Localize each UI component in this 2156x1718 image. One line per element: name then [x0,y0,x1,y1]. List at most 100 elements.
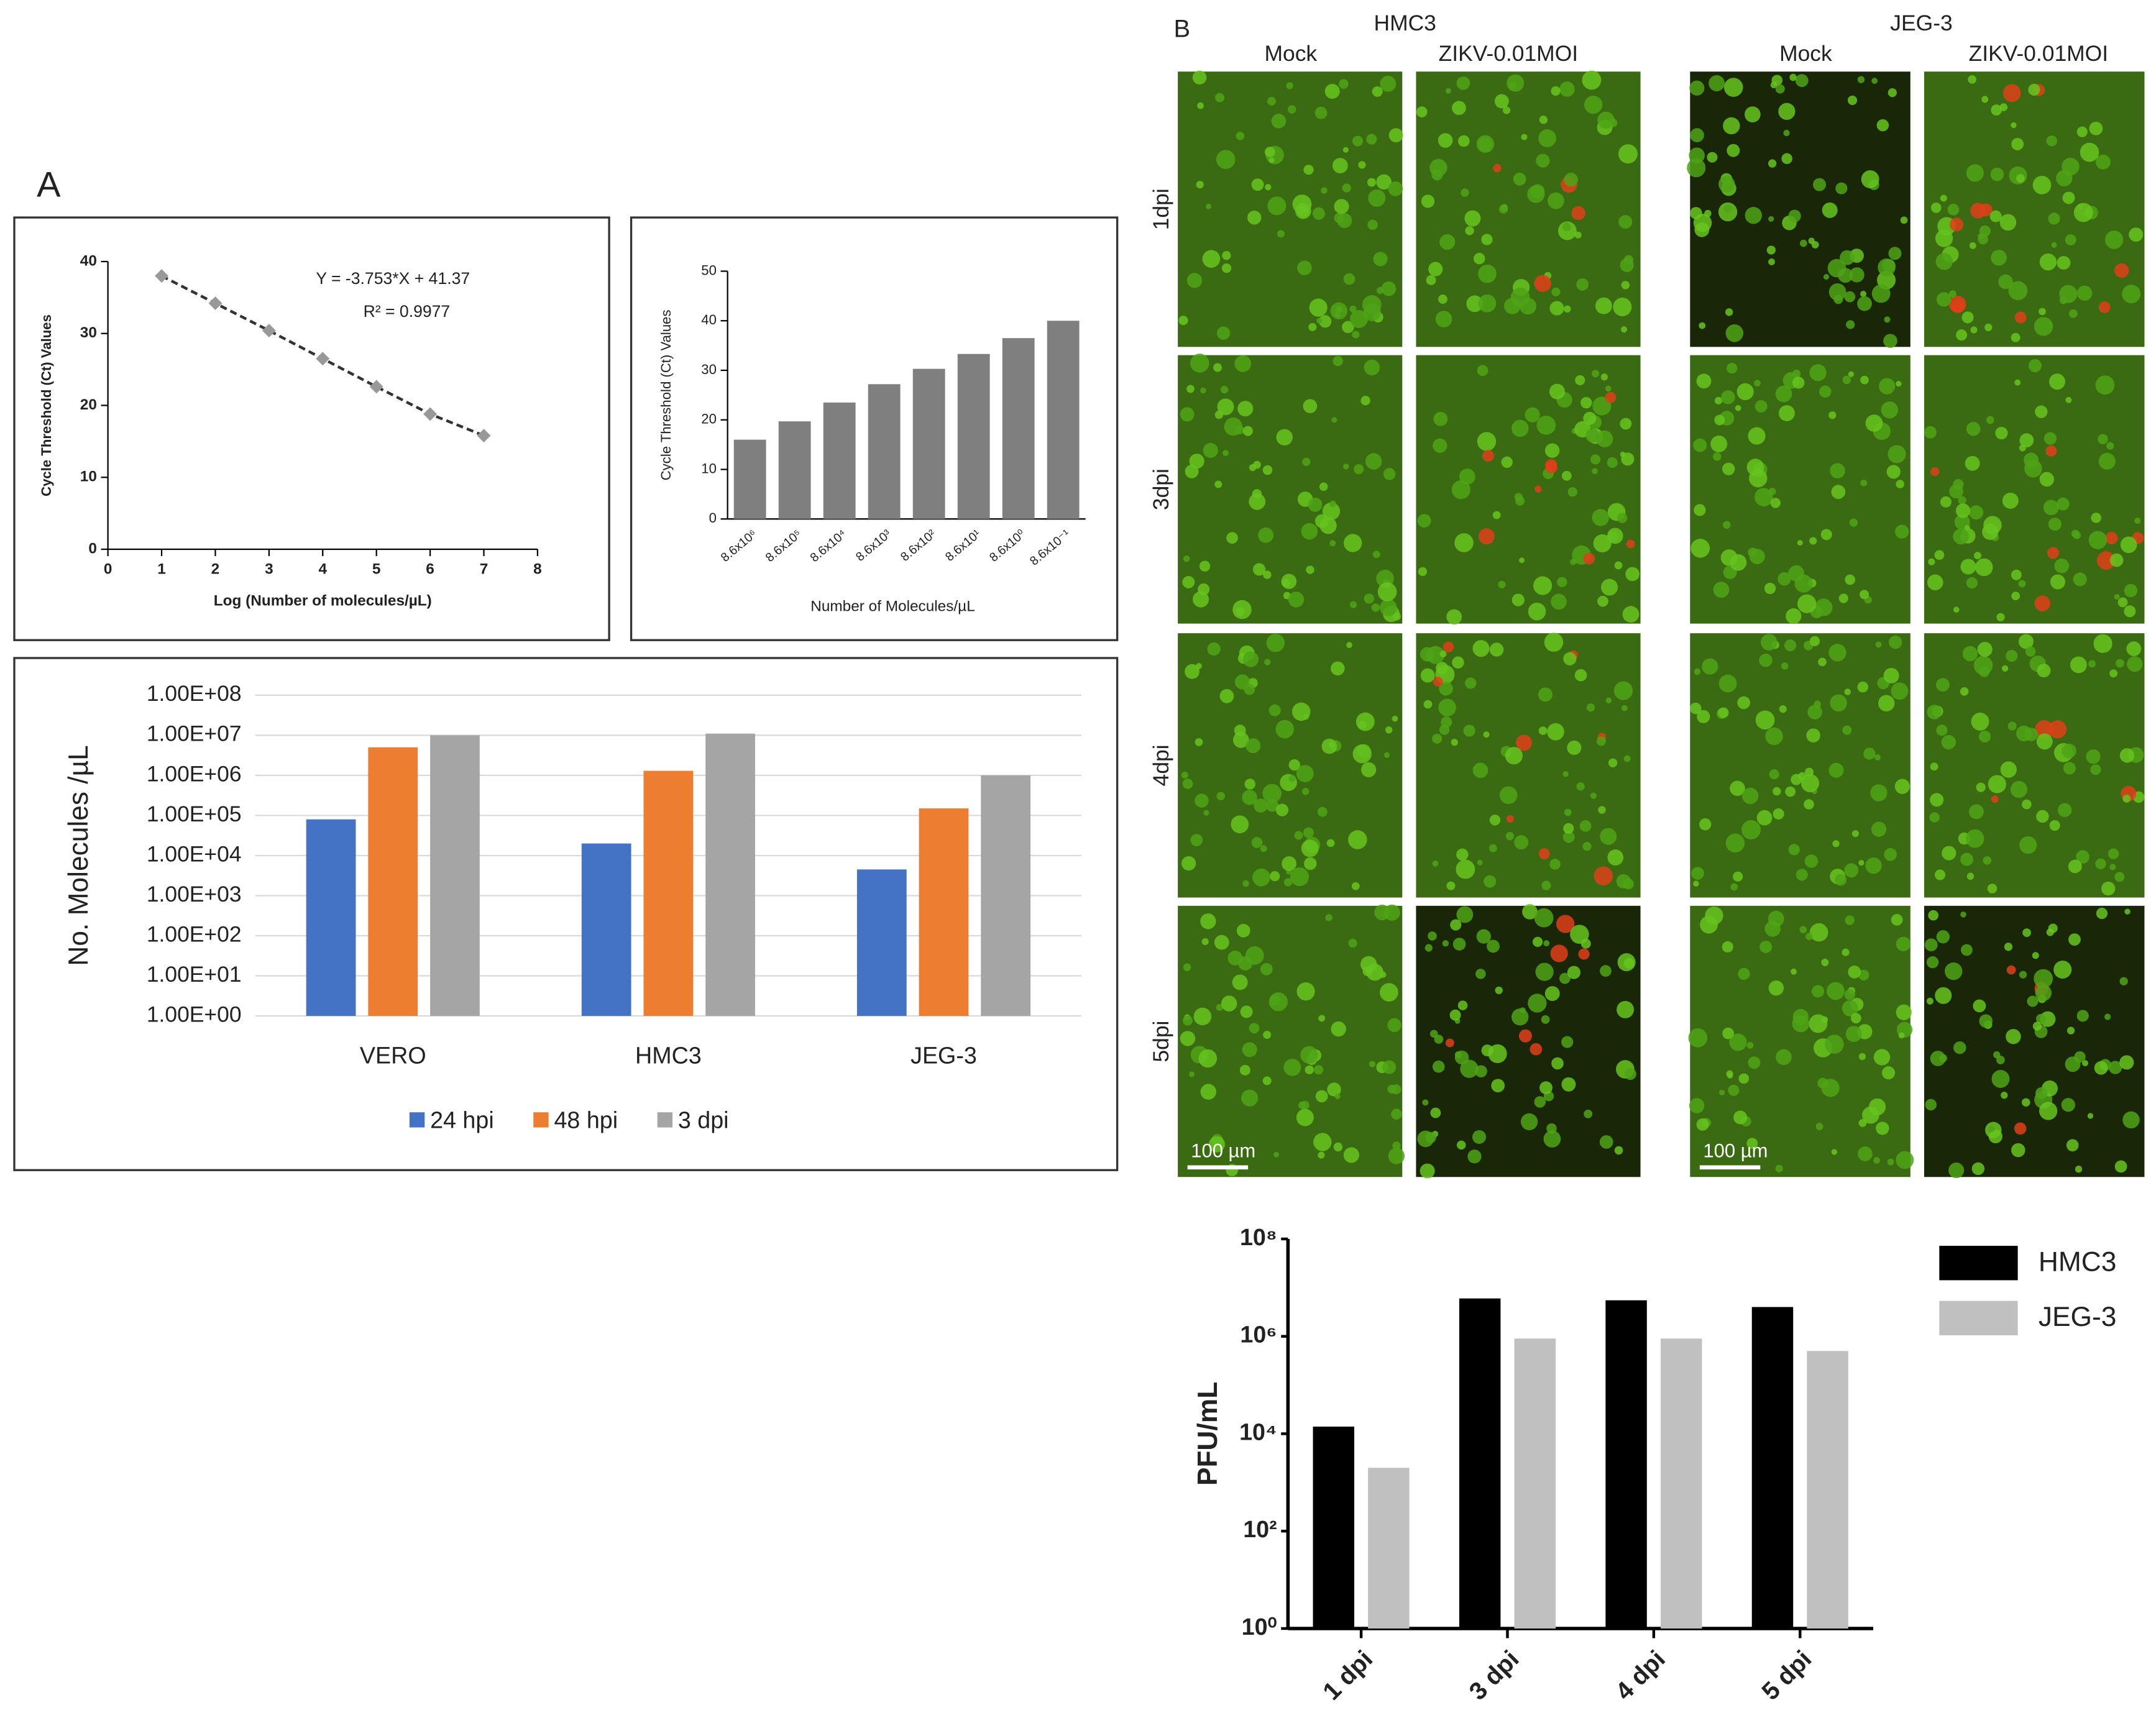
cell [1733,871,1743,882]
cell [1735,404,1741,411]
cell [1213,363,1222,372]
cell [1308,322,1317,331]
cell [1613,681,1633,700]
cell [1728,1084,1740,1096]
cell [1718,176,1735,193]
legend-label: JEG-3 [2039,1302,2117,1332]
cell [2028,359,2042,373]
cell [1939,1054,1947,1062]
cell [1367,219,1378,231]
cell [1983,516,2002,534]
cell [1432,733,1443,744]
legend-label: 48 hpi [554,1107,618,1133]
cell [1241,1089,1259,1107]
cell [1978,234,1989,245]
cell [1443,641,1454,653]
cell [1360,395,1370,406]
cell [1689,80,1705,96]
cell [1206,203,1212,209]
y-tick-label: 0 [709,510,717,526]
bar [1313,1427,1354,1629]
cell [1457,135,1470,147]
cell [1999,214,2017,231]
cell [1979,666,1990,677]
cell [1779,705,1787,713]
chart-frame [13,216,610,641]
point [369,380,383,394]
cell [2075,1166,2083,1173]
cell [1318,1151,1325,1159]
cell [1879,378,1896,395]
cell [1216,1003,1224,1012]
cell [1769,769,1779,780]
cell [1976,782,1986,792]
cell [1556,915,1575,933]
cell [1543,1130,1561,1148]
cell [1333,355,1343,367]
cell [2049,373,2065,390]
cell [2056,170,2073,186]
cell [1473,252,1485,265]
cell [2032,952,2039,959]
cell [1969,505,1984,520]
cell [1607,457,1618,468]
cell [1195,738,1203,746]
cell [2014,1122,2027,1135]
cell [1538,848,1550,860]
cell [1567,487,1577,497]
cell [1965,829,1984,848]
cell [2108,848,2119,859]
cell [1941,734,1956,750]
y-axis-title: Cycle Threshold (Ct) Values [39,314,54,496]
cell [1960,944,1973,956]
cell [1969,242,1976,249]
cell [1376,174,1392,190]
cell [1264,147,1275,158]
cell [1534,485,1542,493]
cell [1564,808,1572,816]
cell [1314,106,1328,119]
cell [1264,659,1271,665]
cell [1617,513,1628,523]
cell [1845,1026,1862,1043]
cell [1948,290,1956,298]
cell [1452,656,1464,669]
cell [1351,882,1360,890]
cell [1958,496,1966,505]
cell [1593,534,1612,553]
cell [1543,940,1550,947]
cell [1300,1100,1310,1110]
cell [1481,1044,1493,1057]
cell [1267,196,1287,216]
cell [1450,919,1462,931]
cell [2098,301,2111,313]
cell [1463,724,1475,737]
cell [1799,239,1807,247]
cell [1296,1108,1314,1126]
cell [1723,204,1732,213]
cell [1842,948,1850,956]
cell [1768,980,1784,996]
cell [1590,454,1601,465]
cell [1888,445,1906,464]
cell [1991,795,1999,803]
cell [2114,263,2129,278]
cell [1428,931,1437,941]
cell [1690,207,1702,219]
y-tick-label: 1.00E+08 [147,681,242,706]
x-tick-label: 6 [426,561,434,578]
cell [1687,158,1706,178]
cell [1559,81,1575,97]
cell [1267,96,1277,106]
cell [1208,1136,1225,1153]
cell [1785,786,1796,797]
cell [1498,204,1508,214]
cell [1433,438,1447,453]
cell [1847,95,1858,106]
cell [1626,539,1635,549]
column-header: Mock [1264,41,1317,66]
cell [1960,912,1966,918]
y-tick-label: 20 [80,396,97,413]
